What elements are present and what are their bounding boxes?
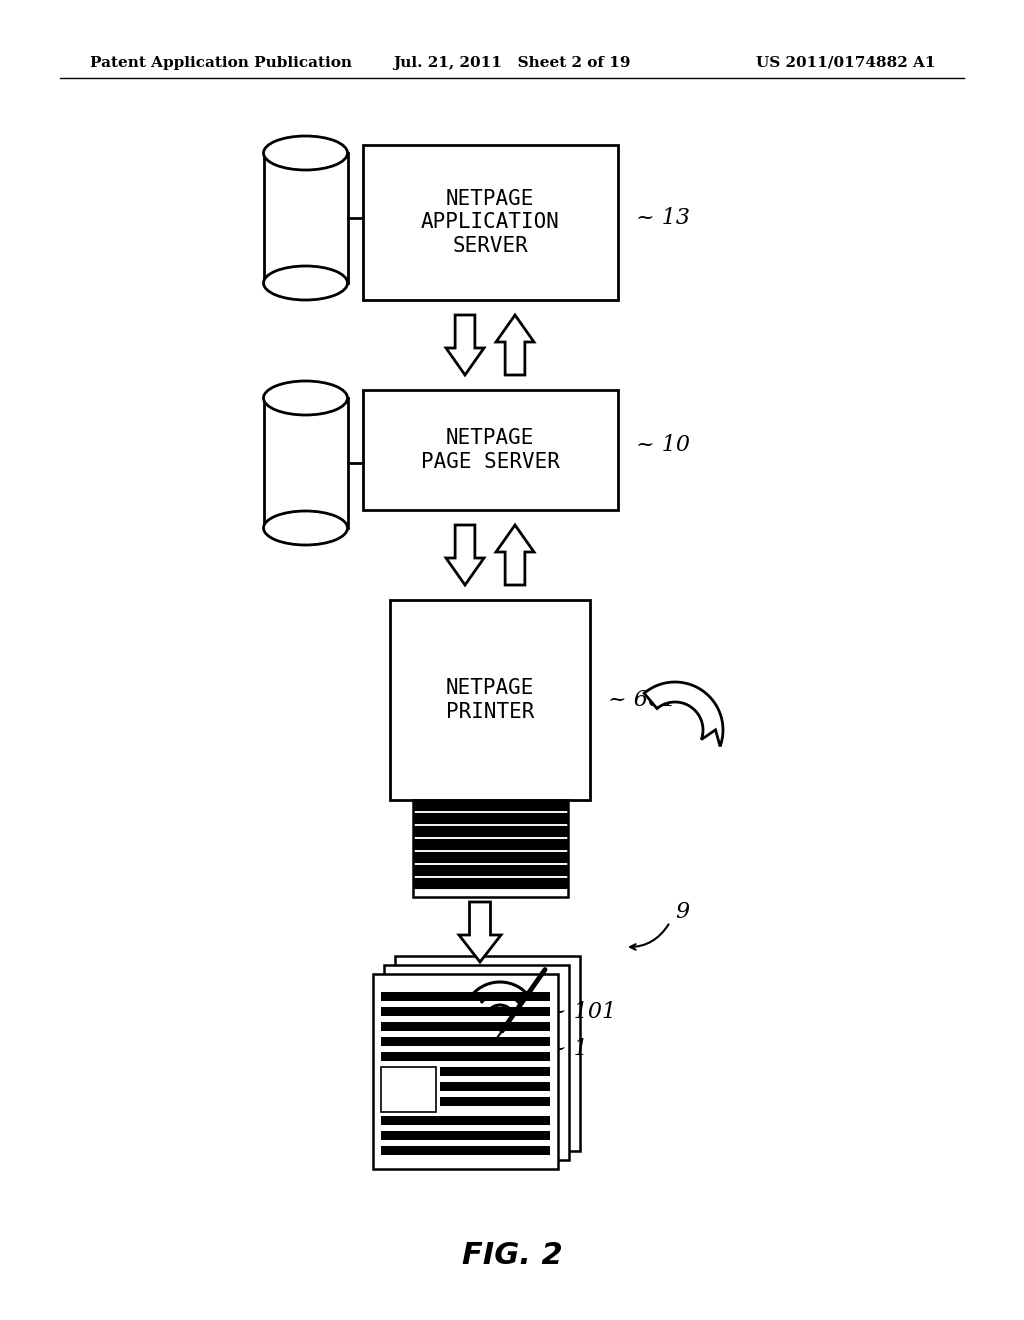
Text: NETPAGE
PAGE SERVER: NETPAGE PAGE SERVER bbox=[421, 429, 559, 471]
FancyBboxPatch shape bbox=[373, 974, 557, 1170]
Polygon shape bbox=[496, 315, 534, 375]
Text: 9: 9 bbox=[675, 902, 689, 923]
FancyBboxPatch shape bbox=[439, 1067, 550, 1076]
Ellipse shape bbox=[263, 511, 347, 545]
FancyBboxPatch shape bbox=[381, 1146, 550, 1155]
Polygon shape bbox=[446, 525, 484, 585]
Polygon shape bbox=[263, 153, 347, 282]
FancyBboxPatch shape bbox=[381, 1131, 550, 1140]
Ellipse shape bbox=[263, 267, 347, 300]
FancyBboxPatch shape bbox=[439, 1082, 550, 1092]
Text: NETPAGE
PRINTER: NETPAGE PRINTER bbox=[445, 678, 535, 722]
Text: Patent Application Publication: Patent Application Publication bbox=[90, 55, 352, 70]
Polygon shape bbox=[496, 525, 534, 585]
FancyBboxPatch shape bbox=[381, 1022, 550, 1031]
Polygon shape bbox=[446, 315, 484, 375]
Text: Jul. 21, 2011   Sheet 2 of 19: Jul. 21, 2011 Sheet 2 of 19 bbox=[393, 55, 631, 70]
FancyBboxPatch shape bbox=[384, 965, 568, 1160]
FancyBboxPatch shape bbox=[381, 1007, 550, 1016]
Text: ~ 101: ~ 101 bbox=[548, 1001, 615, 1023]
Text: ~ 1: ~ 1 bbox=[548, 1038, 588, 1060]
Text: US 2011/0174882 A1: US 2011/0174882 A1 bbox=[756, 55, 935, 70]
Text: NETPAGE
APPLICATION
SERVER: NETPAGE APPLICATION SERVER bbox=[421, 189, 559, 256]
Text: ~ 10: ~ 10 bbox=[636, 434, 689, 455]
Ellipse shape bbox=[263, 136, 347, 170]
Text: ~ 601: ~ 601 bbox=[608, 689, 676, 711]
Text: FIG. 2: FIG. 2 bbox=[462, 1241, 562, 1270]
FancyBboxPatch shape bbox=[390, 601, 590, 800]
Ellipse shape bbox=[263, 381, 347, 414]
FancyBboxPatch shape bbox=[439, 1097, 550, 1106]
FancyBboxPatch shape bbox=[362, 145, 617, 300]
FancyBboxPatch shape bbox=[362, 389, 617, 510]
Polygon shape bbox=[459, 902, 501, 962]
FancyBboxPatch shape bbox=[394, 956, 580, 1151]
FancyBboxPatch shape bbox=[381, 1038, 550, 1045]
FancyBboxPatch shape bbox=[381, 993, 550, 1001]
Polygon shape bbox=[644, 682, 723, 746]
FancyBboxPatch shape bbox=[381, 1115, 550, 1125]
FancyBboxPatch shape bbox=[381, 1067, 435, 1111]
Polygon shape bbox=[263, 399, 347, 528]
Text: ~ 13: ~ 13 bbox=[636, 206, 689, 228]
FancyBboxPatch shape bbox=[381, 1052, 550, 1061]
